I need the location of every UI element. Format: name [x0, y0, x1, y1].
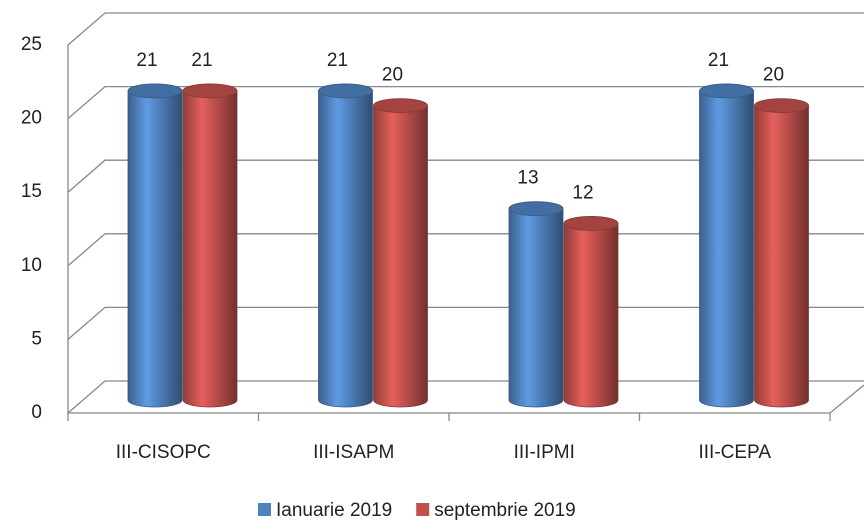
x-tick-label: III-ISAPM	[313, 442, 394, 463]
y-tick-label: 10	[21, 255, 42, 276]
value-label: 20	[763, 65, 784, 86]
bar	[182, 90, 238, 408]
bar-top	[508, 201, 564, 217]
y-tick-label: 15	[21, 181, 42, 202]
bar-top	[318, 83, 373, 99]
y-tick-label: 0	[31, 402, 42, 423]
bar-top	[127, 83, 183, 99]
value-label: 21	[708, 50, 729, 71]
grid-line	[67, 12, 864, 46]
y-tick-label: 25	[21, 34, 42, 55]
bar	[699, 90, 754, 408]
x-tick-label: III-IPMI	[514, 442, 575, 463]
bar-top	[754, 98, 809, 113]
value-label: 21	[136, 50, 157, 71]
bar-top	[699, 83, 754, 99]
value-label: 12	[572, 182, 593, 203]
value-label: 21	[327, 50, 348, 71]
y-tick-label: 20	[21, 108, 42, 129]
bar	[754, 105, 809, 408]
bar-top	[373, 98, 428, 113]
x-tick-label: III-CISOPC	[116, 442, 211, 463]
bar	[373, 105, 428, 408]
x-tick-label: III-CEPA	[699, 442, 772, 463]
grid-line	[67, 85, 864, 120]
bar	[563, 222, 619, 408]
value-label: 21	[191, 50, 212, 71]
grid-line	[67, 159, 864, 193]
legend-label: septembrie 2019	[434, 500, 576, 521]
bar-top	[563, 215, 619, 231]
legend-swatch	[258, 503, 271, 516]
bar	[318, 90, 373, 408]
value-label: 13	[517, 168, 538, 189]
legend-label: Ianuarie 2019	[276, 500, 392, 521]
bar	[508, 208, 564, 408]
bar-top	[182, 83, 238, 99]
y-tick-label: 5	[31, 328, 42, 349]
bar	[127, 90, 183, 408]
legend-swatch	[416, 503, 430, 516]
value-label: 20	[382, 65, 403, 86]
